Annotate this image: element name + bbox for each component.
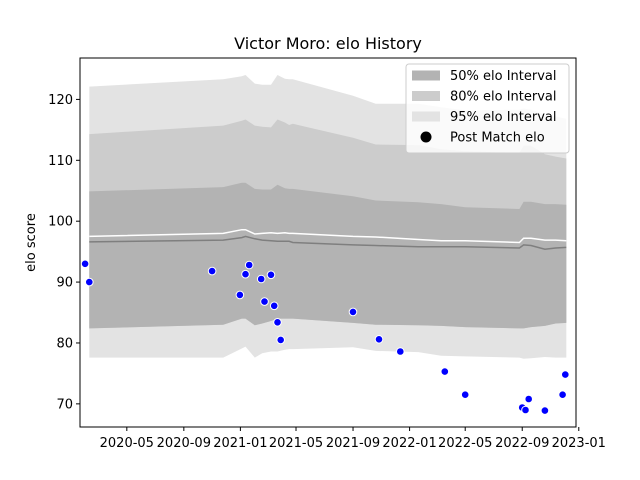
- post-match-point: [266, 270, 276, 280]
- post-match-point: [269, 301, 279, 311]
- post-match-point: [244, 260, 254, 270]
- post-match-point: [521, 405, 530, 415]
- band-50-interval: [89, 182, 567, 329]
- post-match-point: [241, 269, 250, 279]
- legend: 50% elo Interval 80% elo Interval 95% elo …: [405, 63, 570, 154]
- legend-swatch: [412, 91, 440, 101]
- x-tick-label: 2022-05: [438, 436, 492, 451]
- legend-label: 95% elo Interval: [450, 110, 557, 125]
- plot-frame: [79, 57, 577, 428]
- chart-title: Victor Moro: elo History: [234, 34, 422, 53]
- post-match-point: [561, 370, 570, 379]
- post-match-point: [235, 290, 245, 300]
- y-tick-label: 100: [48, 215, 73, 230]
- y-tick-label: 80: [56, 336, 73, 351]
- legend-box: [405, 63, 570, 154]
- mean-line: [89, 228, 567, 244]
- x-tick-label: 2022-01: [382, 436, 436, 451]
- x-tick-label: 2020-09: [157, 436, 211, 451]
- x-tick-label: 2021-09: [326, 436, 380, 451]
- legend-swatch: [412, 111, 440, 122]
- post-match-points: [80, 259, 570, 415]
- post-match-point: [460, 390, 470, 400]
- post-match-point: [276, 335, 286, 345]
- y-axis-label: elo score: [24, 213, 39, 272]
- center-lines: [89, 228, 567, 250]
- post-match-point: [85, 277, 94, 287]
- post-match-point: [273, 318, 282, 327]
- post-match-point: [256, 274, 266, 284]
- x-axis: 2020-05 2020-09 2021-01 2021-05 2021-09 2022-…: [100, 427, 606, 451]
- x-tick-label: 2020-05: [100, 436, 154, 451]
- x-tick-label: 2022-09: [495, 436, 549, 451]
- y-tick-label: 70: [56, 397, 73, 412]
- y-axis: 70 80 90 100 110 120: [48, 93, 80, 412]
- post-match-point: [260, 297, 269, 306]
- post-match-point: [374, 335, 384, 344]
- post-match-point: [396, 347, 405, 356]
- median-line: [89, 235, 567, 250]
- y-tick-label: 90: [56, 276, 73, 291]
- post-match-point: [207, 266, 217, 276]
- legend-swatch: [412, 70, 440, 81]
- post-match-point: [440, 367, 450, 376]
- legend-label: Post Match elo: [450, 131, 545, 146]
- post-match-point: [540, 406, 550, 415]
- post-match-point: [80, 259, 90, 269]
- x-tick-label: 2021-01: [213, 436, 267, 451]
- legend-label: 80% elo Interval: [450, 90, 557, 105]
- post-match-point: [524, 394, 534, 404]
- y-tick-label: 110: [48, 154, 73, 169]
- legend-marker: [420, 131, 432, 143]
- post-match-point: [348, 307, 358, 317]
- legend-label: 50% elo Interval: [450, 69, 557, 84]
- x-tick-label: 2023-01: [552, 436, 606, 451]
- x-tick-label: 2021-05: [269, 436, 323, 451]
- y-tick-label: 120: [48, 93, 73, 108]
- post-match-point: [558, 390, 567, 400]
